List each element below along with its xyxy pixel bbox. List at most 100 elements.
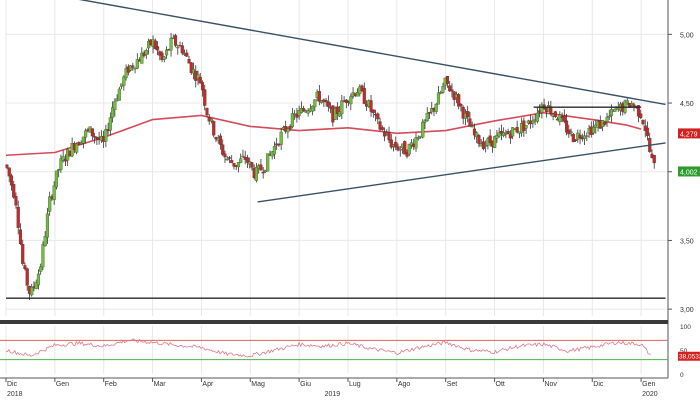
candle-body [173, 35, 178, 46]
candle-body [104, 128, 108, 142]
price-badge-label: 4,002 [680, 169, 698, 176]
candle-body [441, 86, 445, 93]
candle-body [387, 131, 391, 141]
candle-body [317, 91, 321, 102]
candle-body [48, 196, 52, 212]
candle-body [414, 137, 418, 149]
candle-body [506, 131, 510, 134]
lower-trendline [257, 142, 666, 203]
candle-body [609, 109, 614, 116]
candle-body [398, 149, 402, 151]
candle-body [302, 108, 306, 112]
month-label: Dic [7, 381, 18, 388]
candle-body [477, 135, 481, 144]
candle-body [326, 101, 330, 107]
candle-body [371, 109, 375, 113]
candle-body [84, 130, 88, 138]
candle-body [36, 273, 40, 286]
candle-body [133, 67, 137, 70]
candle-body [272, 146, 276, 155]
candle-body [493, 136, 497, 149]
candle-body [436, 92, 441, 105]
month-label: Feb [105, 381, 117, 388]
rsi-badge [678, 351, 700, 361]
candle-body [30, 286, 34, 296]
candle-body [187, 58, 191, 64]
candle-body [297, 110, 301, 116]
candle-body [212, 121, 216, 136]
candle-body [162, 56, 166, 60]
candle-body [396, 146, 400, 151]
candle-body [122, 76, 126, 86]
candle-body [286, 128, 290, 133]
candle-body [113, 101, 117, 111]
candle-body [612, 110, 616, 112]
candle-body [344, 99, 348, 103]
candle-body [124, 68, 128, 79]
candle-body [236, 162, 241, 168]
candle-body [189, 62, 193, 73]
rsi-tick-label: 50 [680, 348, 688, 355]
candle-body [34, 282, 38, 289]
candle-body [362, 87, 366, 104]
candle-body [459, 104, 463, 107]
candle-body [407, 144, 411, 155]
candle-body [349, 96, 353, 105]
candle-body [335, 106, 339, 115]
candle-body [311, 105, 315, 112]
candle-body [585, 135, 589, 137]
candle-body [140, 52, 144, 64]
month-label: Ott [496, 381, 505, 388]
candle-body [203, 89, 207, 106]
candle-body [421, 121, 425, 138]
candle-body [41, 244, 45, 268]
candle-body [313, 99, 317, 108]
candle-body [79, 142, 83, 145]
candle-body [52, 185, 56, 200]
candle-body [169, 38, 173, 51]
candle-body [290, 113, 294, 128]
candle-body [639, 113, 643, 118]
candle-body [607, 115, 611, 118]
candle-body [12, 184, 16, 198]
candle-body [117, 88, 121, 101]
candle-body [645, 127, 650, 136]
rsi-line [5, 338, 651, 358]
candle-body [250, 162, 254, 168]
candle-body [434, 104, 438, 112]
month-label: Set [447, 381, 458, 388]
candle-body [131, 65, 135, 68]
candle-body [108, 117, 112, 131]
candle-body [630, 103, 634, 106]
candle-body [378, 121, 382, 130]
candle-body [21, 244, 25, 264]
month-label: Ago [398, 381, 411, 388]
candle-body [562, 115, 566, 122]
month-label: Lug [349, 381, 361, 388]
candle-body [153, 40, 157, 49]
candle-body [497, 132, 501, 137]
price-badge-label: 4,279 [680, 131, 698, 138]
candle-body [205, 108, 209, 116]
candle-body [481, 141, 485, 150]
candle-body [14, 196, 18, 206]
candle-body [450, 89, 454, 92]
candle-body [61, 156, 65, 161]
rsi-badge-label: 38,0533 [679, 354, 700, 361]
rsi-panel: 100 50 0 38,0533 [0, 324, 700, 379]
candle-body [380, 127, 384, 130]
candle-body [156, 46, 160, 51]
month-label: Apr [202, 381, 214, 388]
candle-body [90, 128, 94, 137]
candle-body [306, 110, 310, 114]
candle-body [227, 157, 232, 159]
candle-body [508, 134, 512, 139]
trendlines [6, 0, 666, 299]
candle-body [261, 171, 265, 174]
candle-body [129, 65, 133, 71]
month-label: Giu [300, 381, 311, 388]
candle-body [578, 134, 582, 139]
candle-body [540, 104, 544, 113]
price-tick-label: 3,50 [680, 238, 694, 245]
